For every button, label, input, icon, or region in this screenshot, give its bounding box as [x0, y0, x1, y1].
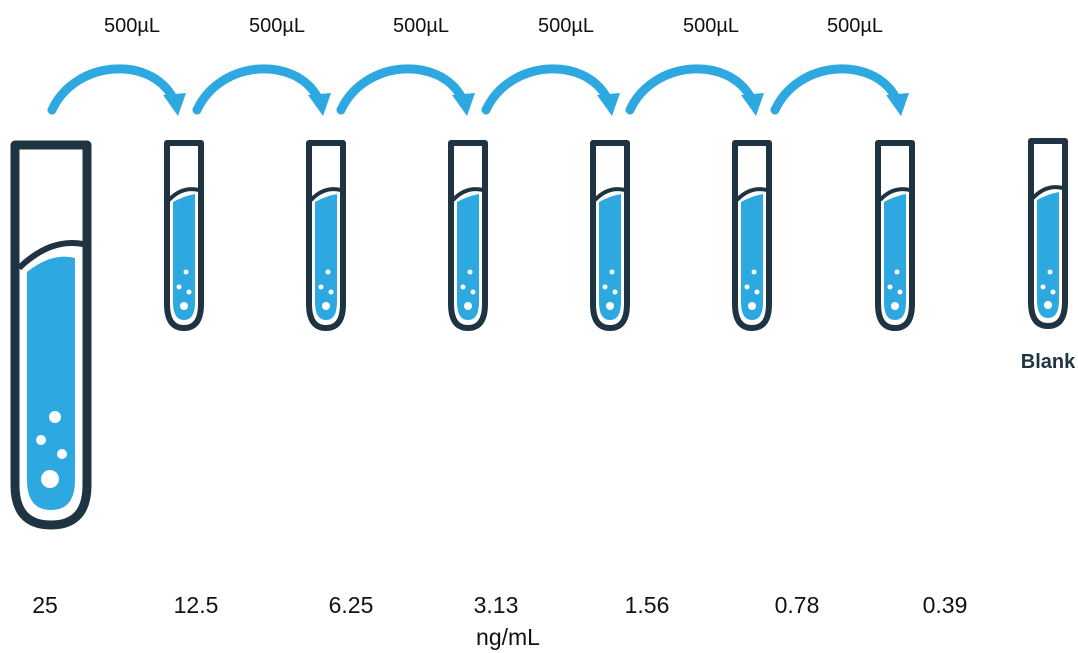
volume-label-6: 500µL — [827, 15, 883, 37]
volume-label-3: 500µL — [393, 15, 449, 37]
concentration-label-3: 6.25 — [329, 592, 374, 618]
transfer-arrow-6 — [770, 64, 909, 116]
transfer-arrow-2 — [192, 64, 331, 116]
concentration-label-1: 25 — [32, 592, 58, 618]
tube-4 — [590, 140, 630, 331]
concentration-label-2: 12.5 — [174, 592, 219, 618]
transfer-arrow-4 — [481, 64, 620, 116]
volume-label-5: 500µL — [683, 15, 739, 37]
tube-5 — [732, 140, 772, 331]
bubble — [36, 435, 46, 445]
transfer-arrow-5 — [625, 64, 764, 116]
bubble — [49, 411, 61, 423]
blank-label: Blank — [1021, 351, 1076, 373]
transfer-arrow-1 — [47, 64, 186, 116]
volume-label-2: 500µL — [249, 15, 305, 37]
concentration-unit: ng/mL — [476, 624, 540, 650]
tube-6 — [875, 140, 915, 331]
volume-label-1: 500µL — [104, 15, 160, 37]
concentration-labels: 25 12.5 6.25 3.13 1.56 0.78 0.39 — [32, 592, 967, 618]
stock-tube — [10, 140, 92, 530]
concentration-label-4: 3.13 — [474, 592, 519, 618]
concentration-label-7: 0.39 — [923, 592, 968, 618]
bubble — [41, 470, 59, 488]
transfer-arrow-3 — [336, 64, 475, 116]
stock-liquid — [27, 256, 75, 510]
tube-1 — [164, 140, 204, 331]
volume-label-4: 500µL — [538, 15, 594, 37]
tube-3 — [448, 140, 488, 331]
concentration-label-5: 1.56 — [625, 592, 670, 618]
blank-tube — [1028, 138, 1068, 329]
bubble — [57, 449, 67, 459]
concentration-label-6: 0.78 — [775, 592, 820, 618]
transfer-arrows — [47, 64, 909, 116]
tube-2 — [306, 140, 346, 331]
transfer-volume-labels: 500µL 500µL 500µL 500µL 500µL 500µL — [104, 15, 883, 37]
